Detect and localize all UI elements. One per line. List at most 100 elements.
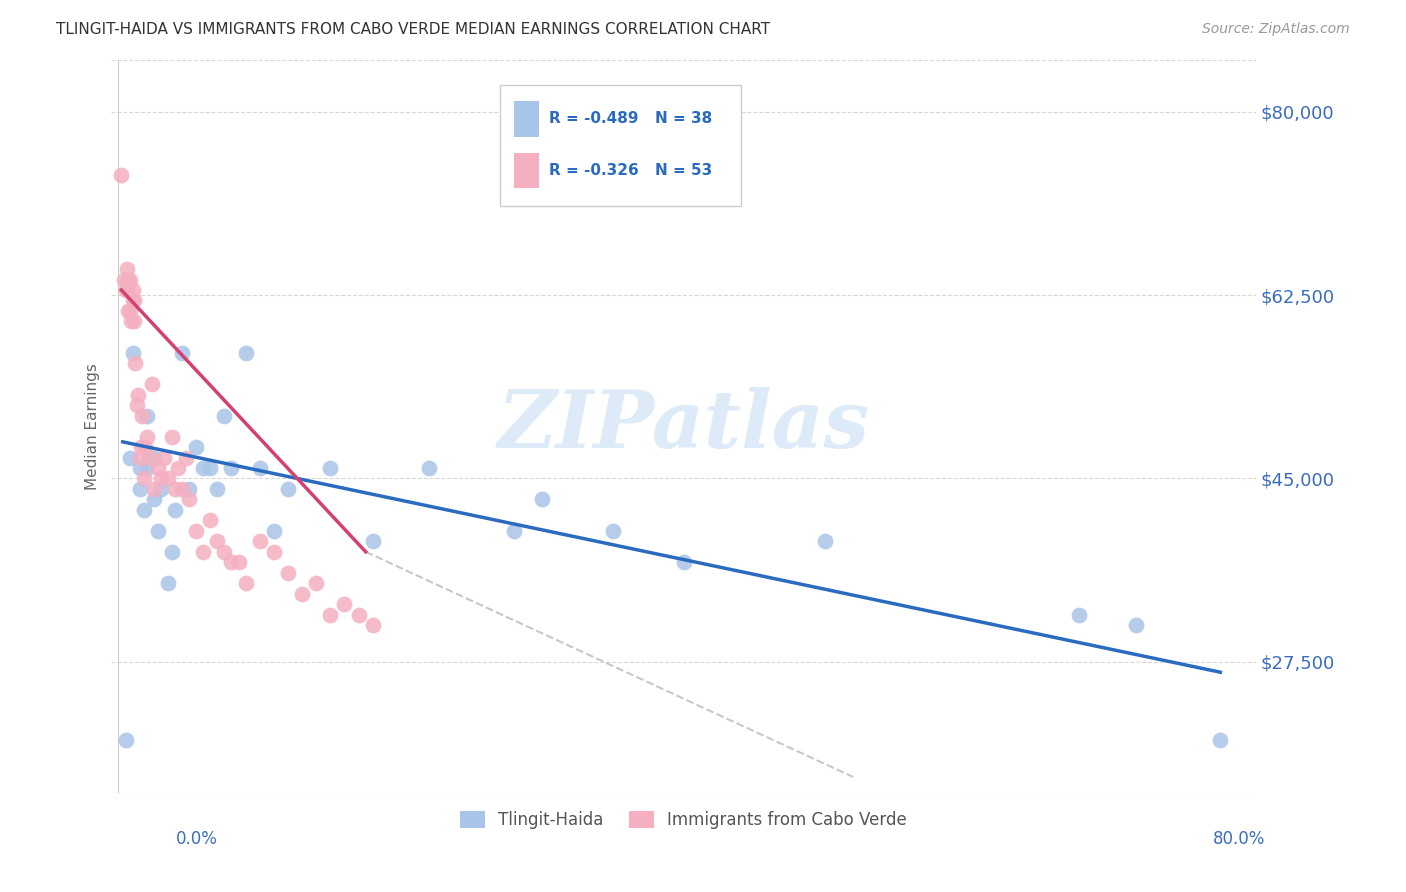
Point (186, 524, 208, 538)
FancyBboxPatch shape (501, 86, 741, 206)
Point (112, 272, 135, 286)
Point (1125, 618, 1147, 632)
Point (291, 587, 314, 601)
Point (503, 524, 526, 538)
Point (333, 597, 356, 611)
Point (122, 293, 145, 308)
Point (114, 733, 136, 747)
Point (193, 545, 215, 559)
Point (115, 262, 138, 277)
Point (228, 555, 250, 569)
Point (110, 168, 132, 182)
Point (156, 471, 179, 485)
Text: TLINGIT-HAIDA VS IMMIGRANTS FROM CABO VERDE MEDIAN EARNINGS CORRELATION CHART: TLINGIT-HAIDA VS IMMIGRANTS FROM CABO VE… (56, 22, 770, 37)
Point (118, 304, 141, 318)
Point (174, 450, 197, 465)
Point (1067, 607, 1090, 622)
Point (134, 440, 156, 454)
Point (319, 461, 342, 475)
Point (207, 534, 229, 549)
Point (121, 283, 143, 297)
Point (235, 576, 257, 591)
Point (120, 314, 142, 328)
Text: R = -0.489: R = -0.489 (548, 112, 638, 127)
Point (672, 555, 695, 569)
Point (602, 524, 624, 538)
Point (166, 461, 188, 475)
Point (347, 607, 370, 622)
Point (814, 534, 837, 549)
Point (163, 482, 186, 496)
Point (214, 409, 236, 423)
Text: 0.0%: 0.0% (176, 830, 218, 847)
Point (177, 492, 200, 507)
Point (221, 555, 243, 569)
Point (160, 429, 183, 443)
Point (132, 503, 155, 517)
Point (146, 524, 169, 538)
Point (118, 450, 141, 465)
Point (125, 398, 148, 412)
Point (128, 450, 150, 465)
Point (193, 461, 215, 475)
Point (177, 482, 200, 496)
Point (361, 534, 384, 549)
Point (117, 272, 139, 286)
Point (135, 409, 157, 423)
Point (114, 283, 136, 297)
Point (170, 346, 193, 360)
Point (214, 545, 236, 559)
Point (531, 492, 554, 507)
FancyBboxPatch shape (515, 153, 540, 188)
Text: N = 38: N = 38 (655, 112, 713, 127)
Point (1209, 733, 1232, 747)
FancyBboxPatch shape (515, 102, 540, 136)
Point (122, 314, 145, 328)
Point (319, 607, 342, 622)
Point (305, 576, 328, 591)
Point (127, 388, 149, 402)
Point (249, 461, 271, 475)
Point (361, 618, 384, 632)
Point (121, 346, 143, 360)
Point (235, 346, 257, 360)
Point (163, 503, 186, 517)
Point (121, 293, 143, 308)
Point (115, 283, 138, 297)
Point (249, 534, 271, 549)
Point (263, 545, 285, 559)
Point (124, 356, 146, 370)
Text: N = 53: N = 53 (655, 163, 713, 178)
Point (152, 450, 174, 465)
Point (131, 409, 153, 423)
Point (263, 524, 285, 538)
Point (170, 482, 193, 496)
Text: ZIPatlas: ZIPatlas (498, 387, 869, 465)
Point (117, 304, 139, 318)
Point (221, 461, 243, 475)
Point (186, 440, 208, 454)
Legend: Tlingit-Haida, Immigrants from Cabo Verde: Tlingit-Haida, Immigrants from Cabo Verd… (454, 804, 914, 836)
Point (138, 450, 160, 465)
Point (418, 461, 440, 475)
Point (128, 461, 150, 475)
Point (146, 461, 169, 475)
Point (135, 461, 157, 475)
Point (277, 566, 299, 580)
Point (142, 492, 165, 507)
Text: 80.0%: 80.0% (1213, 830, 1265, 847)
Point (118, 272, 141, 286)
Point (200, 513, 222, 527)
Text: R = -0.326: R = -0.326 (548, 163, 638, 178)
Point (149, 471, 172, 485)
Point (142, 450, 165, 465)
Point (129, 440, 152, 454)
Point (128, 482, 150, 496)
Text: Source: ZipAtlas.com: Source: ZipAtlas.com (1202, 22, 1350, 37)
Point (132, 471, 155, 485)
Point (207, 482, 229, 496)
Point (200, 461, 222, 475)
Y-axis label: Median Earnings: Median Earnings (86, 363, 100, 490)
Point (149, 482, 172, 496)
Point (160, 545, 183, 559)
